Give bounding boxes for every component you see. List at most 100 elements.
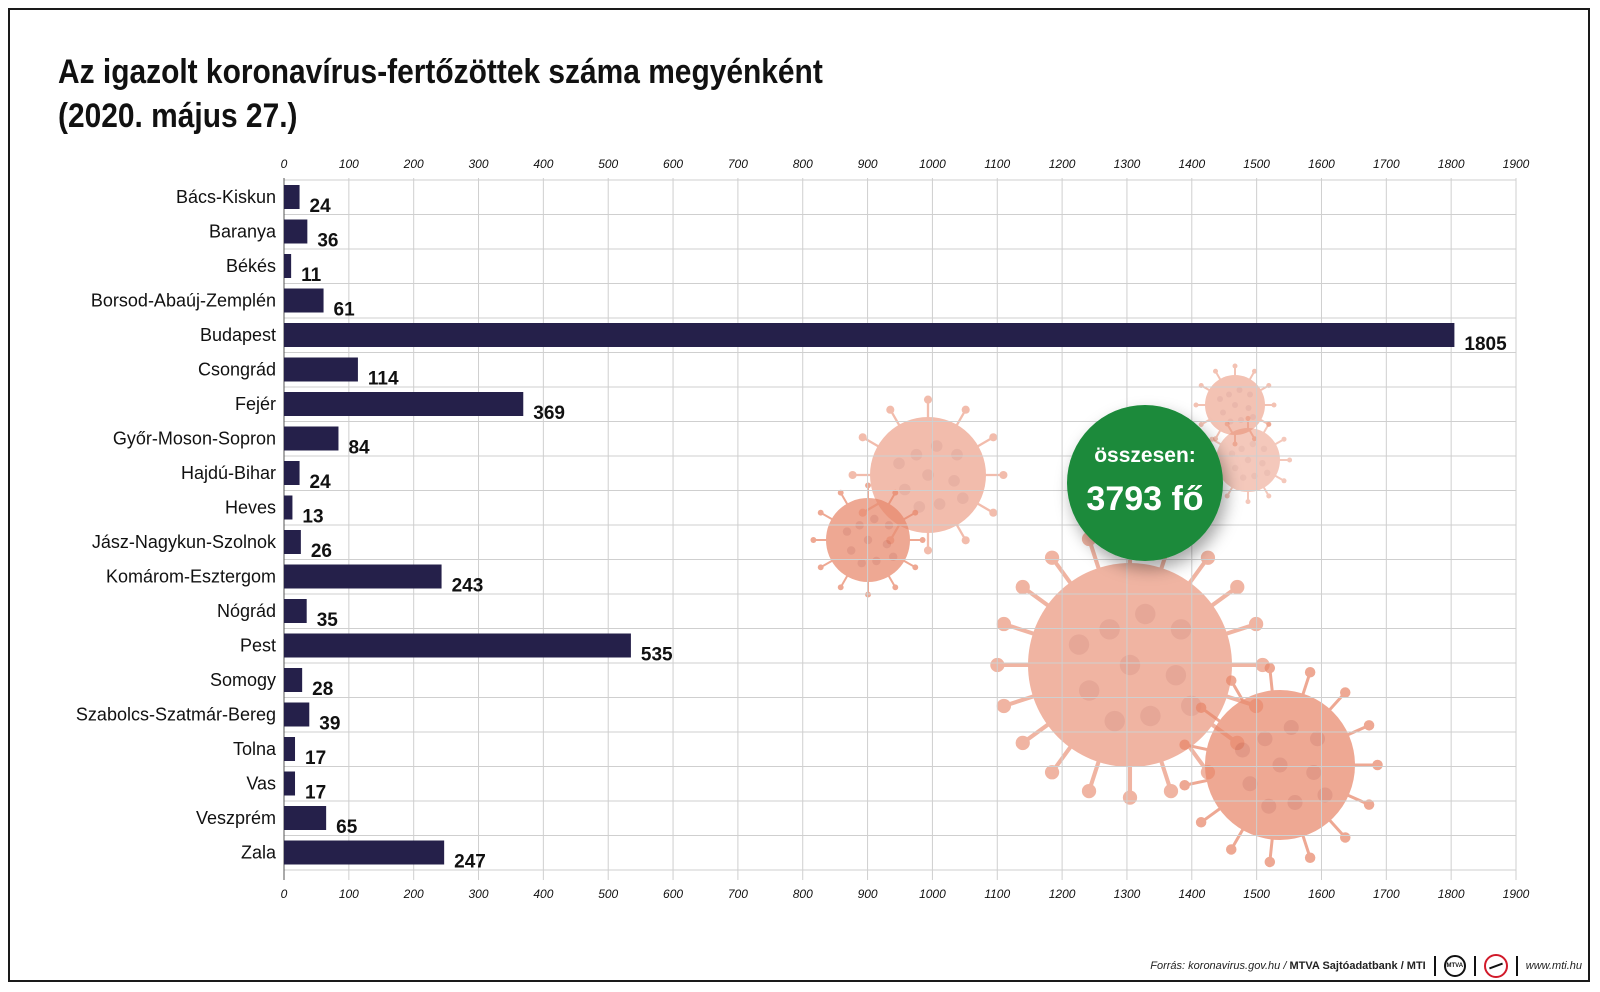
value-label: 11 [301,265,322,286]
category-label: Vas [246,774,276,794]
mtva-logo-icon: MTVA [1443,955,1466,977]
bar-11 [284,564,442,589]
total-badge-label: összesen: [1094,444,1196,467]
tick-label-bottom: 400 [533,887,553,901]
tick-label-top: 800 [793,157,813,171]
tick-label-top: 1600 [1308,157,1335,171]
category-label: Heves [225,498,276,518]
infographic-frame [8,8,1590,982]
bar-4 [284,323,1455,347]
tick-label-bottom: 900 [858,887,878,901]
site-url: www.mti.hu [1525,960,1582,972]
category-label: Veszprém [196,808,276,828]
tick-label-bottom: 700 [728,887,748,901]
value-label: 26 [311,541,332,562]
value-label: 28 [312,679,333,700]
tick-label-bottom: 1700 [1373,887,1400,901]
tick-label-top: 1400 [1178,157,1205,171]
bar-5 [284,357,358,382]
chart-title-line2: (2020. május 27.) [58,97,298,135]
category-label: Győr-Moson-Sopron [113,429,276,449]
category-label: Tolna [233,739,277,759]
value-label: 61 [334,300,356,321]
virus-icon [1179,662,1383,868]
category-label: Borsod-Abaúj-Zemplén [91,291,276,311]
tick-label-top: 300 [469,157,489,171]
bar-9 [284,495,293,520]
chart-title-line1: Az igazolt koronavírus-fertőzöttek száma… [58,53,823,91]
value-label: 535 [641,645,673,666]
chart-grid [283,178,1517,880]
footer-separator [1515,956,1518,976]
category-label: Zala [241,843,277,863]
tick-label-bottom: 600 [663,887,683,901]
value-label: 35 [317,610,339,631]
total-badge: összesen: 3793 fő [1067,405,1223,561]
value-label: 114 [368,369,399,390]
tick-label-top: 1200 [1049,157,1076,171]
tick-label-top: 500 [598,157,618,171]
bar-13 [284,633,631,658]
tick-label-bottom: 100 [339,887,359,901]
tick-label-bottom: 1500 [1243,887,1270,901]
labels: 0 0 100 100 200 200 300 300 400 400 500 500 600 600 70… [76,157,1530,901]
value-label: 24 [310,472,332,493]
value-label: 13 [302,507,323,528]
category-label: Baranya [209,222,277,242]
tick-label-bottom: 500 [598,887,618,901]
tick-label-top: 1500 [1243,157,1270,171]
category-label: Békés [226,256,276,276]
tick-label-top: 600 [663,157,683,171]
tick-label-top: 200 [403,157,424,171]
bar-0 [284,185,300,209]
tick-label-bottom: 800 [793,887,813,901]
bar-8 [284,461,300,485]
tick-label-top: 0 [281,157,288,171]
tick-label-top: 1900 [1503,157,1530,171]
chart-title: Az igazolt koronavírus-fertőzöttek száma… [58,50,823,138]
category-label: Jász-Nagykun-Szolnok [92,532,277,552]
tick-label-bottom: 1100 [984,887,1010,901]
footer-separator [1473,956,1476,976]
value-label: 24 [310,196,332,217]
bar-16 [284,737,296,761]
bar-18 [284,806,327,830]
tick-label-top: 1700 [1373,157,1400,171]
total-badge-circle [1067,405,1223,561]
tick-label-bottom: 1400 [1178,887,1205,901]
bar-1 [284,219,308,244]
tick-label-top: 1300 [1114,157,1141,171]
tick-label-top: 900 [858,157,878,171]
category-label: Komárom-Esztergom [106,567,276,587]
category-label: Fejér [235,394,276,414]
bar-12 [284,599,307,623]
bar-14 [284,668,303,692]
bar-3 [284,288,324,313]
source-prefix: Forrás: koronavirus.gov.hu / [1150,960,1290,972]
tick-label-bottom: 1300 [1114,887,1141,901]
bar-10 [284,530,301,554]
virus-illustration [810,363,1383,868]
category-label: Szabolcs-Szatmár-Bereg [76,705,276,725]
bars [284,185,1455,865]
tick-label-bottom: 0 [281,887,288,901]
value-label: 39 [319,714,340,735]
category-label: Hajdú-Bihar [181,463,276,483]
value-label: 247 [454,852,486,873]
footer-separator [1433,956,1436,976]
value-label: 36 [317,231,338,252]
source-bold: MTVA Sajtóadatbank / MTI [1289,960,1426,972]
mti-logo-icon [1483,954,1508,978]
category-label: Nógrád [217,601,276,621]
tick-label-bottom: 1900 [1503,887,1530,901]
tick-label-top: 1100 [984,157,1010,171]
value-label: 84 [348,438,370,459]
value-label: 17 [305,748,326,769]
tick-label-top: 400 [533,157,553,171]
value-label: 1805 [1464,334,1507,355]
category-label: Budapest [200,325,276,345]
value-label: 369 [533,403,565,424]
total-badge-value: 3793 fő [1086,480,1203,518]
category-label: Bács-Kiskun [176,187,276,207]
